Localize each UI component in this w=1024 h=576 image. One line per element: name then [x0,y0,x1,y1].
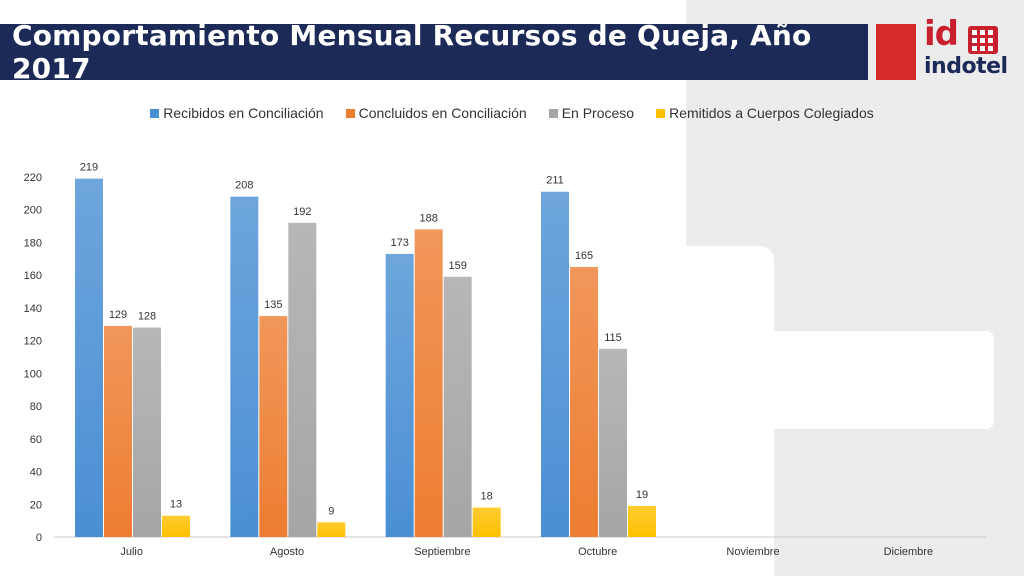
y-tick-label: 140 [24,303,42,315]
bar [414,229,443,537]
bar [541,191,569,537]
data-label: 135 [264,299,282,311]
data-label: 159 [448,260,466,272]
y-tick-label: 100 [24,368,42,380]
x-tick-label: Diciembre [884,546,934,558]
bar [385,253,414,537]
logo-word: indotel [924,54,1008,79]
data-label: 192 [293,206,311,218]
y-tick-label: 180 [24,237,42,249]
bar [570,267,598,537]
logo-grid-icon [968,26,998,54]
bar [317,522,346,537]
page-title: Comportamiento Mensual Recursos de Queja… [12,19,812,85]
bar [259,316,288,537]
x-tick-label: Noviembre [726,546,779,558]
bar [443,276,472,537]
data-label: 18 [481,491,493,503]
y-tick-label: 40 [30,467,42,479]
x-tick-label: Septiembre [414,546,470,558]
bar [133,327,161,537]
y-tick-label: 200 [24,205,42,217]
legend-swatch-concluidos [345,108,355,118]
bar [288,222,317,537]
bar [472,507,501,537]
bar [230,196,259,538]
x-tick-label: Octubre [578,546,617,558]
legend-item-concluidos: Concluidos en Conciliación [345,105,527,121]
legend-swatch-remitidos [656,108,666,118]
legend-swatch-recibidos [150,108,160,118]
data-label: 219 [80,162,98,174]
indotel-logo: id indotel [922,14,1008,86]
legend-label-remitidos: Remitidos a Cuerpos Colegiados [669,105,874,121]
legend-swatch-en-proceso [548,108,558,118]
data-label: 165 [575,250,593,262]
y-tick-label: 160 [24,270,42,282]
data-label: 128 [138,311,156,323]
legend-label-en-proceso: En Proceso [561,105,635,121]
y-tick-label: 120 [24,336,42,348]
y-tick-label: 20 [30,499,42,511]
data-label: 115 [604,332,622,344]
legend-item-en-proceso: En Proceso [548,105,635,121]
data-label: 13 [170,499,182,511]
bar-chart: 0 20 40 60 80 100 120 140 160 180 200 220 219 129 128 1… [24,162,986,558]
logo-mark: id [924,14,959,54]
y-tick-label: 60 [30,434,42,446]
y-tick-label: 0 [36,532,42,544]
header-bar: Comportamiento Mensual Recursos de Queja… [0,19,868,85]
legend-label-concluidos: Concluidos en Conciliación [358,105,527,121]
legend-label-recibidos: Recibidos en Conciliación [163,105,324,121]
bar [104,325,132,537]
legend-item-recibidos: Recibidos en Conciliación [150,105,324,121]
bar [162,515,190,537]
y-tick-label: 220 [24,172,42,184]
data-label: 188 [419,212,437,224]
bar [628,505,656,537]
data-label: 9 [328,505,334,517]
background-card [726,331,994,429]
data-label: 129 [109,309,127,321]
x-tick-label: Julio [120,546,143,558]
chart-legend: Recibidos en Conciliación Concluidos en … [0,105,1024,121]
bar [599,348,627,537]
x-tick-label: Agosto [270,546,304,558]
data-label: 173 [390,237,408,249]
y-tick-label: 80 [30,401,42,413]
data-label: 19 [636,489,648,501]
data-label: 208 [235,180,253,192]
bar [75,178,103,538]
data-label: 211 [546,175,564,187]
legend-item-remitidos: Remitidos a Cuerpos Colegiados [656,105,874,121]
logo-accent-block [876,24,916,80]
